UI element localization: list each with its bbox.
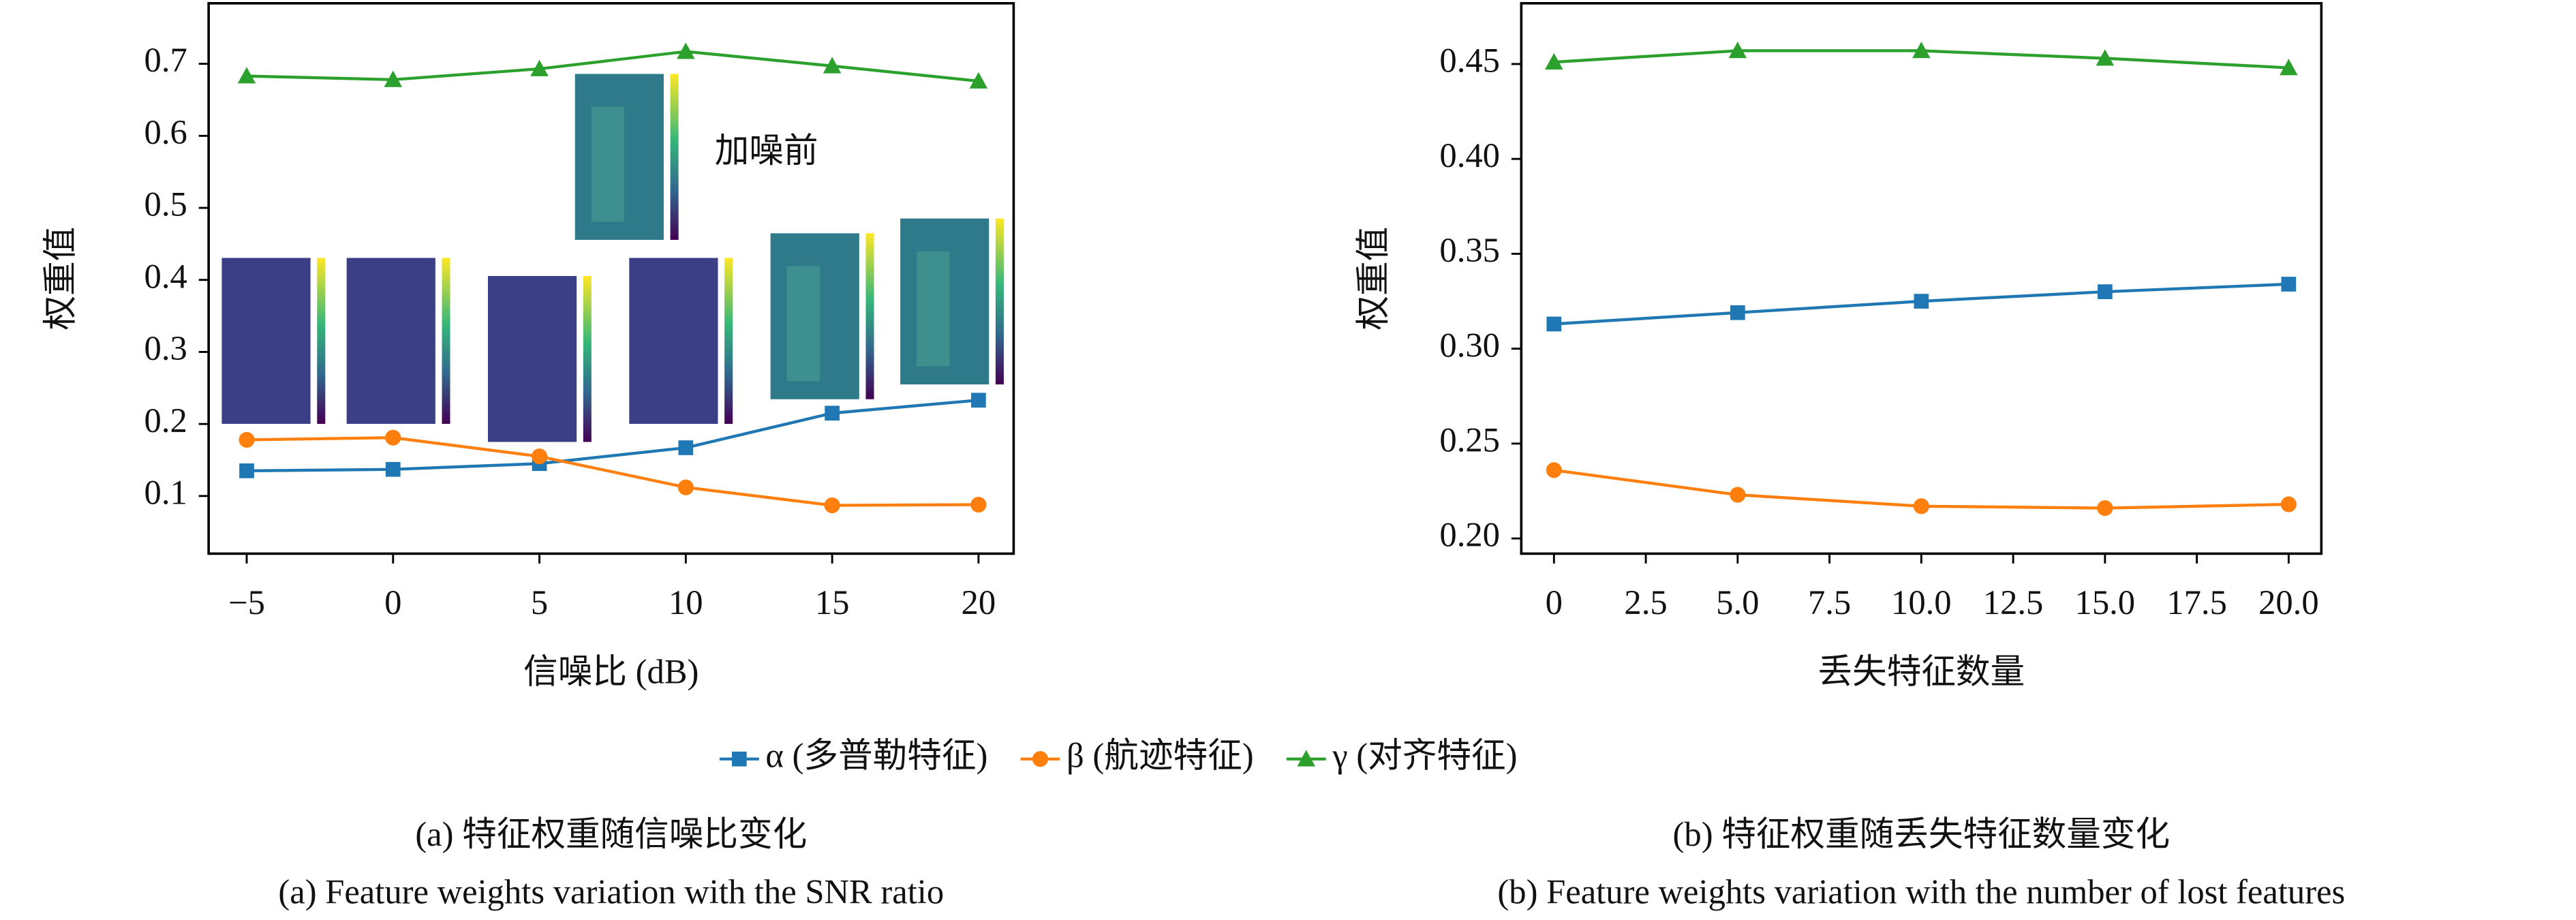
y-tick-label: 0.35 xyxy=(1439,231,1500,269)
x-tick-label: 15.0 xyxy=(2075,583,2136,622)
x-axis-label: 丢失特征数量 xyxy=(1818,652,2025,690)
data-point xyxy=(969,72,988,89)
data-point xyxy=(1728,42,1747,59)
x-tick-label: 5.0 xyxy=(1716,583,1759,622)
y-axis-label: 权重值 xyxy=(42,227,80,331)
y-tick-label: 0.7 xyxy=(144,41,187,79)
caption-en: (b) Feature weights variation with the n… xyxy=(1497,872,2345,910)
data-point xyxy=(677,42,695,59)
inset-colorbar xyxy=(442,258,450,424)
annotation: 加噪前 xyxy=(715,132,818,170)
data-point xyxy=(2096,49,2115,66)
x-tick-label: 17.5 xyxy=(2166,583,2227,622)
data-point xyxy=(2097,500,2113,517)
inset-spectrogram xyxy=(346,258,435,424)
y-tick-label: 0.2 xyxy=(144,401,187,440)
data-point xyxy=(1730,487,1746,503)
data-point xyxy=(677,479,694,495)
inset-highlight xyxy=(786,266,820,382)
legend-label: γ (对齐特征) xyxy=(1332,736,1517,774)
data-point xyxy=(1914,294,1929,309)
data-point xyxy=(825,405,840,421)
x-tick-label: 0 xyxy=(1546,583,1563,622)
data-point xyxy=(2280,496,2297,512)
x-tick-label: 0 xyxy=(384,583,401,622)
inset-colorbar xyxy=(670,74,679,240)
x-tick-label: −5 xyxy=(228,583,265,622)
x-tick-label: 7.5 xyxy=(1808,583,1851,622)
y-tick-label: 0.30 xyxy=(1439,326,1500,364)
series-line xyxy=(246,436,979,507)
inset-colorbar xyxy=(724,258,733,424)
data-point xyxy=(239,463,254,478)
y-axis-label: 权重值 xyxy=(1354,227,1392,331)
data-point xyxy=(1730,305,1745,320)
y-tick-label: 0.4 xyxy=(144,257,187,295)
y-tick-label: 0.45 xyxy=(1439,42,1500,80)
data-point xyxy=(530,59,549,76)
x-tick-label: 15 xyxy=(815,583,850,622)
legend-marker xyxy=(1032,751,1049,767)
data-point xyxy=(678,440,694,455)
inset-colorbar xyxy=(583,276,592,442)
data-point xyxy=(384,70,403,87)
data-point xyxy=(385,461,401,477)
data-point xyxy=(2097,284,2113,299)
data-point xyxy=(1912,42,1931,59)
legend-label: β (航迹特征) xyxy=(1067,736,1254,774)
legend-marker xyxy=(1297,750,1315,767)
inset-spectrogram xyxy=(487,276,577,442)
x-tick-label: 10 xyxy=(669,583,703,622)
data-point xyxy=(531,448,548,465)
caption: (a) 特征权重随信噪比变化 xyxy=(415,815,807,853)
x-tick-label: 20 xyxy=(962,583,996,622)
data-point xyxy=(1546,462,1562,478)
plot-frame xyxy=(207,2,1015,555)
legend-label: α (多普勒特征) xyxy=(765,736,987,774)
inset-spectrogram xyxy=(629,258,718,424)
y-tick-label: 0.20 xyxy=(1439,516,1500,554)
y-tick-label: 0.3 xyxy=(144,329,187,367)
y-tick-label: 0.1 xyxy=(144,473,187,511)
y-tick-label: 0.6 xyxy=(144,113,187,151)
data-point xyxy=(824,497,840,514)
series-line xyxy=(246,399,979,473)
data-point xyxy=(2281,277,2297,292)
plot-frame xyxy=(1520,2,2323,555)
data-point xyxy=(1913,498,1929,515)
inset-highlight xyxy=(917,251,950,367)
y-tick-label: 0.25 xyxy=(1439,421,1500,459)
x-tick-label: 12.5 xyxy=(1983,583,2044,622)
x-tick-label: 20.0 xyxy=(2258,583,2319,622)
x-tick-label: 5 xyxy=(531,583,548,622)
x-axis-label: 信噪比 (dB) xyxy=(523,652,699,690)
legend-marker xyxy=(731,751,747,767)
data-point xyxy=(971,393,986,408)
inset-colorbar xyxy=(995,218,1004,385)
data-point xyxy=(239,431,255,448)
series-line xyxy=(246,50,979,83)
caption: (b) 特征权重随丢失特征数量变化 xyxy=(1673,815,2171,853)
data-point xyxy=(970,496,987,513)
data-point xyxy=(237,67,256,84)
data-point xyxy=(1546,316,1562,332)
data-point xyxy=(1545,52,1563,70)
x-tick-label: 10.0 xyxy=(1891,583,1952,622)
x-tick-label: 2.5 xyxy=(1624,583,1667,622)
y-tick-label: 0.40 xyxy=(1439,136,1500,174)
data-point xyxy=(385,429,401,446)
inset-spectrogram xyxy=(221,258,311,424)
y-tick-label: 0.5 xyxy=(144,185,187,224)
data-point xyxy=(2280,59,2298,76)
caption-en: (a) Feature weights variation with the S… xyxy=(278,872,944,910)
inset-colorbar xyxy=(317,258,326,424)
data-point xyxy=(823,57,842,74)
inset-colorbar xyxy=(865,233,874,399)
inset-highlight xyxy=(591,106,625,222)
